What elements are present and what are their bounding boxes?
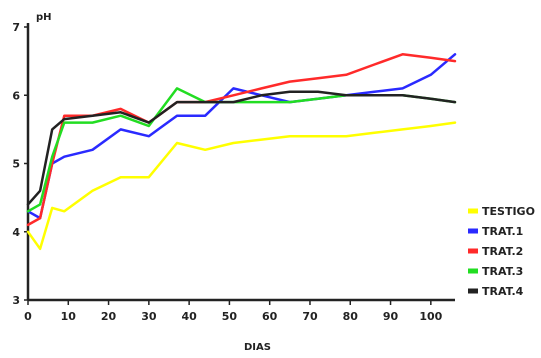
x-tick-label: 70 (302, 310, 318, 323)
series-line-testigo (26, 121, 457, 251)
x-tick-label: 10 (61, 310, 77, 323)
x-axis-title: DIAS (244, 342, 271, 353)
x-tick-label: 80 (343, 310, 359, 323)
legend-label: TRAT.1 (482, 225, 523, 238)
x-tick-label: 90 (383, 310, 399, 323)
x-tick-label: 100 (419, 310, 442, 323)
x-tick-label: 0 (24, 310, 32, 323)
x-ticks: 0 10 20 30 40 50 60 70 80 90 100 (24, 300, 443, 323)
x-tick-label: 60 (262, 310, 278, 323)
y-tick-label: 3 (12, 294, 20, 307)
x-tick-label: 50 (222, 310, 238, 323)
y-ticks: 3 4 5 6 7 (12, 21, 28, 307)
x-tick-label: 40 (181, 310, 197, 323)
legend-label: TRAT.4 (482, 285, 524, 298)
series-group (26, 53, 457, 251)
legend-label: TRAT.2 (482, 245, 523, 258)
x-tick-label: 20 (101, 310, 117, 323)
y-axis-title: pH (36, 12, 52, 23)
y-tick-label: 4 (12, 226, 20, 239)
y-tick-label: 6 (12, 89, 20, 102)
y-tick-label: 5 (12, 158, 20, 171)
legend: TESTIGO TRAT.1 TRAT.2 TRAT.3 TRAT.4 (468, 205, 535, 298)
series-line-trat-2 (26, 53, 457, 227)
y-tick-label: 7 (12, 21, 20, 34)
series-line-trat-4 (26, 90, 457, 206)
x-tick-label: 30 (141, 310, 157, 323)
legend-label: TRAT.3 (482, 265, 523, 278)
series-line-trat-1 (26, 53, 457, 220)
legend-label: TESTIGO (482, 205, 535, 218)
axes (26, 23, 455, 302)
